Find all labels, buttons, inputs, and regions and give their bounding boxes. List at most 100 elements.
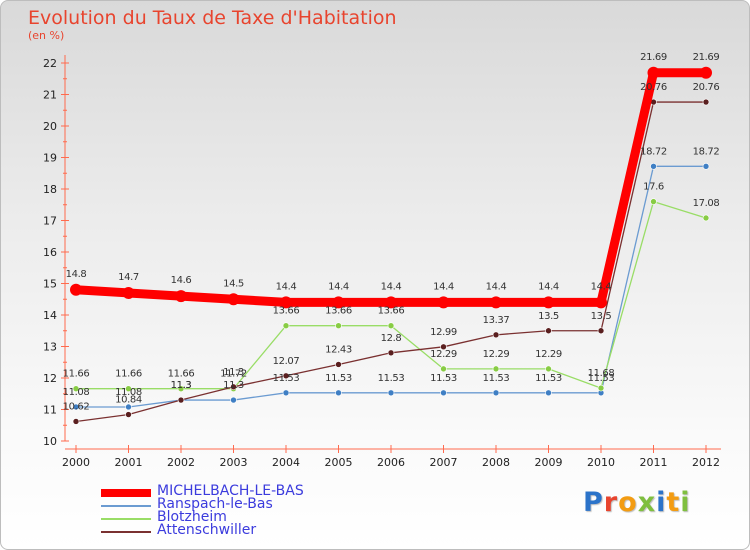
data-label: 11.3 <box>223 380 244 391</box>
data-label: 11.53 <box>325 373 352 384</box>
data-point <box>72 385 80 393</box>
data-label: 14.4 <box>381 281 402 292</box>
y-tick-label: 22 <box>43 57 57 70</box>
x-tick-label: 2005 <box>325 456 353 469</box>
data-label: 14.6 <box>171 275 192 286</box>
data-label: 10.62 <box>63 401 90 412</box>
data-point <box>387 322 395 330</box>
data-point <box>597 327 605 335</box>
legend-swatch <box>101 518 151 520</box>
axes: 10 11 12 13 14 15 16 17 18 19 20 21 22 2000 2001 2002 20… <box>43 55 721 469</box>
data-label: 11.3 <box>223 367 244 378</box>
data-point <box>122 286 135 299</box>
data-point <box>650 163 657 170</box>
legend-label: Attenschwiller <box>157 522 257 538</box>
data-label: 13.66 <box>273 306 300 317</box>
data-point <box>545 389 552 397</box>
data-point <box>335 361 342 368</box>
y-tick-label: 18 <box>43 183 57 196</box>
chart-subtitle: (en %) <box>28 29 65 42</box>
data-label: 11.53 <box>535 373 562 384</box>
data-label: 12.29 <box>483 349 510 360</box>
data-label: 11.08 <box>115 387 142 398</box>
data-point <box>72 418 80 425</box>
data-label: 11.53 <box>378 373 405 384</box>
data-point <box>700 66 712 79</box>
data-point <box>702 214 710 222</box>
data-label: 11.53 <box>588 373 615 384</box>
data-label: 11.53 <box>273 373 300 384</box>
data-label: 18.72 <box>693 146 720 157</box>
data-point <box>440 343 447 351</box>
data-point <box>440 389 447 397</box>
logo-letter: r <box>603 487 619 518</box>
logo-letter: i <box>680 487 691 518</box>
y-tick-label: 20 <box>43 120 57 133</box>
data-point <box>702 98 710 106</box>
data-point <box>545 365 552 373</box>
data-point <box>125 403 132 411</box>
data-label: 12.8 <box>381 333 402 344</box>
data-label: 11.53 <box>483 373 510 384</box>
data-point <box>280 296 292 309</box>
data-point <box>490 296 502 309</box>
data-label: 18.72 <box>640 146 667 157</box>
x-tick-label: 2004 <box>272 456 300 469</box>
x-tick-label: 2006 <box>377 456 405 469</box>
data-point <box>647 66 660 79</box>
series-lines <box>70 66 712 425</box>
data-label: 20.76 <box>640 82 667 93</box>
data-label: 14.7 <box>118 272 139 283</box>
data-label: 11.66 <box>168 369 195 380</box>
data-point <box>385 296 397 309</box>
data-point <box>125 411 132 418</box>
data-label: 11.08 <box>63 387 90 398</box>
data-label: 13.5 <box>591 311 612 322</box>
y-tick-label: 10 <box>43 435 57 448</box>
x-tick-label: 2012 <box>692 456 720 469</box>
data-label: 20.76 <box>693 82 720 93</box>
data-label: 11.66 <box>63 369 90 380</box>
data-point <box>282 322 290 330</box>
logo-letter: P <box>583 487 604 518</box>
x-tick-label: 2000 <box>62 456 90 469</box>
data-point <box>230 383 237 391</box>
data-point <box>650 198 657 205</box>
data-point <box>492 331 500 339</box>
series-line <box>71 68 711 307</box>
y-tick-label: 14 <box>43 309 57 322</box>
data-label: 12.29 <box>535 349 562 360</box>
data-label: 21.69 <box>693 52 720 63</box>
data-point <box>177 385 185 393</box>
data-label: 14.4 <box>538 281 559 292</box>
data-point <box>492 389 500 397</box>
data-point <box>125 385 132 393</box>
x-tick-label: 2008 <box>482 456 510 469</box>
data-label: 13.5 <box>538 311 559 322</box>
data-point <box>282 372 290 380</box>
data-label: 14.5 <box>223 278 244 289</box>
data-label: 14.4 <box>591 281 612 292</box>
legend-swatch <box>101 505 151 507</box>
y-tick-label: 11 <box>43 404 57 417</box>
data-point <box>542 296 555 309</box>
x-tick-label: 2009 <box>535 456 563 469</box>
y-tick-label: 21 <box>43 89 57 102</box>
y-tick-label: 15 <box>43 278 57 291</box>
data-label: 11.72 <box>220 369 247 380</box>
data-label: 11.53 <box>430 373 457 384</box>
logo-letter: x <box>637 487 657 518</box>
data-point <box>702 163 710 170</box>
x-tick-label: 2011 <box>640 456 668 469</box>
data-point <box>227 293 240 306</box>
data-point <box>545 327 552 335</box>
y-tick-label: 17 <box>43 215 57 228</box>
y-tick-label: 19 <box>43 152 57 165</box>
logo-letter: t <box>666 487 681 518</box>
data-point <box>597 384 605 392</box>
x-tick-label: 2007 <box>430 456 458 469</box>
x-tick-label: 2010 <box>587 456 615 469</box>
logo-letter: i <box>656 487 667 518</box>
data-point <box>70 283 82 296</box>
data-point <box>177 396 185 404</box>
